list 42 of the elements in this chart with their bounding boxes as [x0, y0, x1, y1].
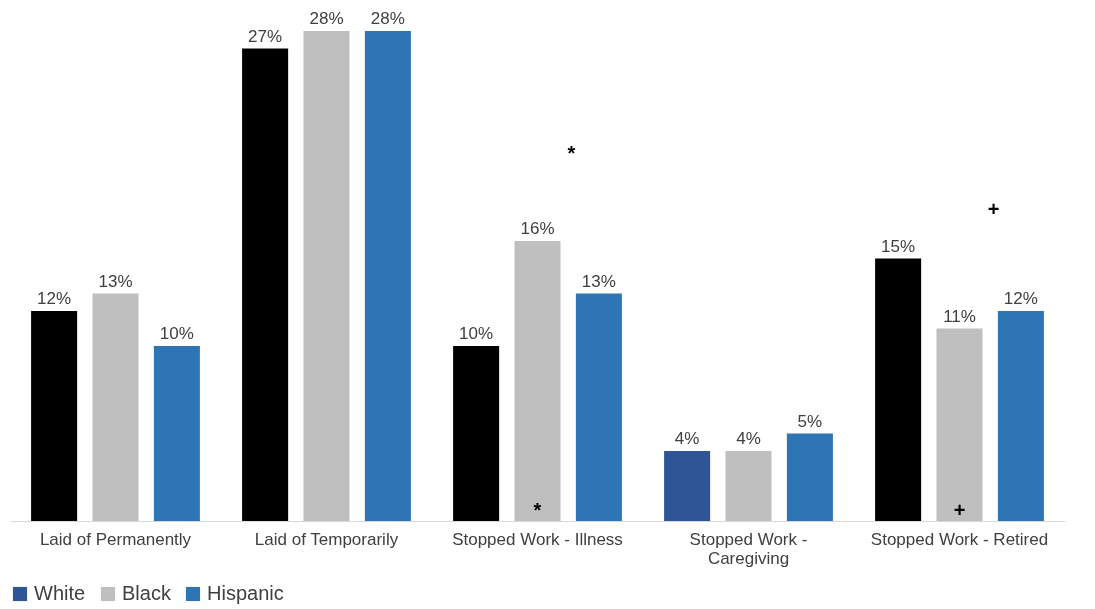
legend-label: Hispanic — [207, 582, 284, 604]
data-label: 10% — [159, 324, 194, 343]
x-tick-label: Stopped Work - Caregiving — [689, 529, 808, 568]
bar — [31, 311, 78, 521]
data-label: 11% — [943, 306, 976, 326]
bar — [936, 328, 983, 521]
data-label: 5% — [797, 411, 823, 431]
x-tick-label: Stopped Work - Retired — [870, 529, 1049, 549]
data-label: 28% — [309, 9, 344, 28]
data-label: 13% — [581, 271, 616, 291]
data-label: 12% — [37, 289, 72, 308]
annotation: * — [567, 141, 576, 164]
bar — [664, 451, 711, 521]
data-label: 15% — [881, 236, 916, 256]
bar — [364, 31, 411, 521]
bar — [303, 31, 350, 521]
bar — [242, 48, 289, 521]
data-label: 16% — [520, 219, 555, 238]
data-label: 28% — [370, 9, 405, 28]
bar — [514, 241, 561, 521]
data-label: 13% — [98, 271, 133, 291]
bar — [875, 258, 922, 521]
data-label: 4% — [736, 429, 761, 448]
annotation: + — [953, 498, 966, 521]
bar — [575, 293, 622, 521]
bar — [997, 311, 1044, 521]
annotation: + — [987, 197, 1000, 220]
data-label: 10% — [459, 324, 494, 343]
data-label: 12% — [1003, 289, 1038, 308]
data-label: 27% — [248, 26, 283, 46]
legend-label: Black — [122, 582, 172, 604]
legend-label: White — [34, 582, 86, 604]
bar — [725, 451, 772, 521]
bar — [453, 346, 500, 521]
bar — [92, 293, 139, 521]
x-tick-label: Stopped Work - Illness — [452, 529, 623, 549]
bar — [786, 433, 833, 521]
bar — [153, 346, 200, 521]
data-label: 4% — [674, 429, 700, 448]
x-tick-label: Laid of Temporarily — [254, 529, 399, 549]
annotation: * — [533, 498, 542, 521]
x-tick-label: Laid of Permanently — [39, 529, 192, 549]
